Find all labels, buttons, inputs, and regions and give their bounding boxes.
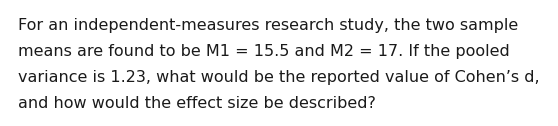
Text: For an independent-measures research study, the two sample: For an independent-measures research stu…	[18, 18, 518, 33]
Text: variance is 1.23, what would be the reported value of Cohen’s d,: variance is 1.23, what would be the repo…	[18, 70, 540, 85]
Text: and how would the effect size be described?: and how would the effect size be describ…	[18, 96, 376, 111]
Text: means are found to be M1 = 15.5 and M2 = 17. If the pooled: means are found to be M1 = 15.5 and M2 =…	[18, 44, 510, 59]
